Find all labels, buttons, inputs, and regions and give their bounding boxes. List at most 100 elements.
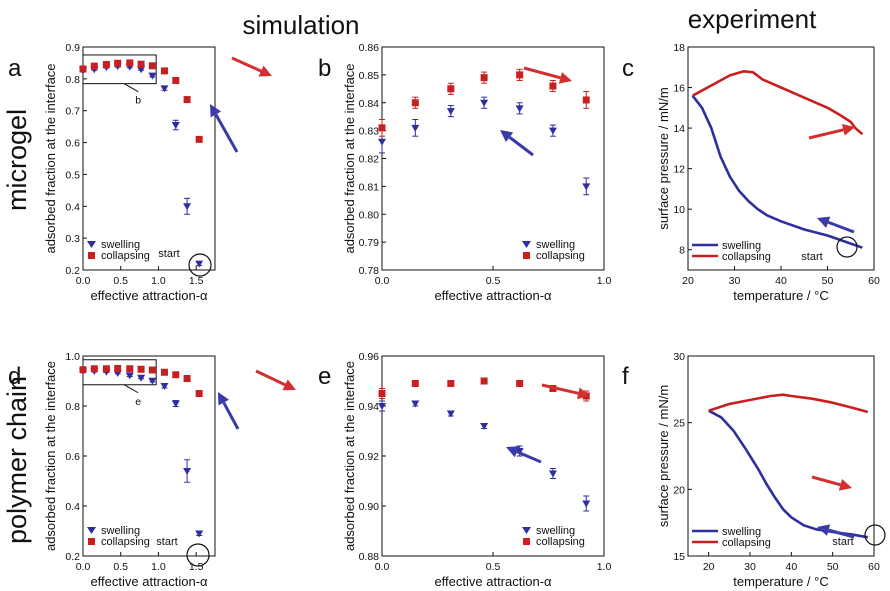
data-point-swelling bbox=[411, 400, 420, 408]
arrow-blue bbox=[222, 401, 240, 430]
x-axis-label: effective attraction-α bbox=[90, 288, 208, 303]
arrowhead-blue bbox=[506, 446, 520, 458]
arrow-red bbox=[811, 475, 841, 487]
x-tick-label: 0.0 bbox=[76, 561, 91, 573]
y-tick-label: 0.79 bbox=[359, 237, 380, 249]
y-tick-label: 15 bbox=[673, 551, 685, 563]
inset-pointer bbox=[123, 83, 139, 93]
legend-label-swelling: swelling bbox=[536, 525, 575, 537]
series-line-collapsing bbox=[691, 70, 864, 136]
y-tick-label: 0.7 bbox=[65, 106, 80, 118]
data-point-collapsing bbox=[148, 366, 156, 374]
panel-letter-e: e bbox=[318, 363, 331, 390]
data-point-collapsing bbox=[411, 99, 419, 107]
x-tick-label: 20 bbox=[682, 275, 694, 287]
x-tick-label: 40 bbox=[785, 561, 797, 573]
data-point-swelling bbox=[548, 127, 557, 135]
header-simulation: simulation bbox=[242, 10, 359, 40]
arrowhead-blue bbox=[817, 524, 831, 536]
start-circle bbox=[186, 543, 210, 567]
data-point-collapsing bbox=[378, 390, 386, 397]
arrow-red bbox=[523, 66, 561, 80]
start-label: start bbox=[156, 536, 177, 548]
x-tick-label: 1.0 bbox=[151, 275, 166, 287]
y-tick-label: 20 bbox=[673, 484, 685, 496]
y-tick-label: 8 bbox=[679, 245, 685, 257]
legend-swatch-swelling bbox=[87, 241, 96, 248]
panel-b: b 0.0 0.5 1.0 0.78 0.79 0.80 0.81 0.82 0.83 0.84 0.… bbox=[318, 42, 611, 303]
data-point-collapsing bbox=[79, 366, 87, 374]
legend-swatch-swelling bbox=[522, 241, 531, 248]
arrowhead-red bbox=[258, 65, 272, 77]
y-tick-label: 0.9 bbox=[65, 42, 80, 54]
data-point-swelling bbox=[411, 124, 420, 132]
x-tick-label: 60 bbox=[868, 275, 880, 287]
y-tick-label: 0.82 bbox=[359, 154, 380, 166]
legend-label-swelling: swelling bbox=[722, 526, 761, 538]
data-point-swelling bbox=[183, 203, 192, 211]
arrowhead-blue bbox=[500, 130, 514, 143]
data-point-collapsing bbox=[378, 124, 386, 132]
data-point-collapsing bbox=[126, 59, 134, 67]
data-point-swelling bbox=[171, 400, 180, 408]
data-point-collapsing bbox=[137, 365, 145, 373]
data-point-swelling bbox=[171, 122, 180, 130]
x-axis-label: temperature / °C bbox=[733, 288, 829, 303]
data-point-swelling bbox=[378, 403, 386, 410]
x-tick-label: 60 bbox=[868, 561, 880, 573]
data-point-collapsing bbox=[172, 76, 180, 84]
header-experiment: experiment bbox=[688, 4, 817, 34]
y-tick-label: 0.80 bbox=[359, 209, 380, 221]
legend-swatch-collapsing bbox=[523, 538, 530, 545]
legend-label-collapsing: collapsing bbox=[722, 537, 771, 549]
arrowhead-red bbox=[838, 479, 852, 491]
x-tick-label: 50 bbox=[827, 561, 839, 573]
data-point-collapsing bbox=[447, 85, 455, 93]
legend-label-collapsing: collapsing bbox=[101, 536, 150, 548]
y-tick-label: 0.86 bbox=[359, 42, 380, 54]
data-point-collapsing bbox=[183, 96, 191, 104]
start-label: start bbox=[832, 536, 853, 548]
data-point-swelling bbox=[183, 468, 192, 475]
y-tick-label: 18 bbox=[673, 42, 685, 54]
x-tick-label: 0.0 bbox=[375, 561, 390, 573]
x-tick-label: 20 bbox=[703, 561, 715, 573]
x-tick-label: 0.0 bbox=[76, 275, 91, 287]
x-tick-label: 0.5 bbox=[113, 275, 128, 287]
arrowhead-blue bbox=[210, 104, 222, 118]
panel-a: a 0.0 0.5 1.0 1.5 0.2 0.3 0.4 0.5 0.6 0.7 0.8 0.9 eff… bbox=[8, 42, 272, 303]
series-line-collapsing bbox=[708, 393, 869, 414]
arrow-blue bbox=[827, 220, 855, 234]
inset-pointer bbox=[123, 384, 139, 394]
legend-label-collapsing: collapsing bbox=[536, 250, 585, 262]
data-point-collapsing bbox=[516, 380, 524, 387]
y-tick-label: 0.2 bbox=[65, 551, 80, 563]
arrowhead-red bbox=[558, 72, 572, 84]
panel-letter-d: d bbox=[8, 363, 21, 390]
arrowhead-blue bbox=[218, 392, 229, 406]
x-axis-label: temperature / °C bbox=[733, 574, 829, 589]
y-tick-label: 30 bbox=[673, 351, 685, 363]
row-label-microgel: microgel bbox=[2, 109, 32, 211]
start-label: start bbox=[158, 248, 179, 260]
data-point-swelling bbox=[195, 530, 204, 538]
legend-label-collapsing: collapsing bbox=[536, 536, 585, 548]
x-tick-label: 30 bbox=[729, 275, 741, 287]
y-tick-label: 0.4 bbox=[65, 501, 80, 513]
y-tick-label: 12 bbox=[673, 164, 685, 176]
data-point-collapsing bbox=[195, 135, 203, 143]
data-point-collapsing bbox=[549, 82, 557, 90]
arrowhead-red bbox=[576, 387, 590, 400]
data-point-collapsing bbox=[582, 96, 590, 104]
data-point-collapsing bbox=[102, 61, 110, 69]
data-point-swelling bbox=[480, 99, 489, 107]
data-point-swelling bbox=[160, 383, 169, 390]
y-tick-label: 0.85 bbox=[359, 70, 380, 82]
data-point-collapsing bbox=[137, 60, 145, 68]
data-point-collapsing bbox=[90, 365, 98, 373]
panel-c: c 20 30 40 50 60 8 10 12 14 16 18 temperature / °C su… bbox=[622, 42, 880, 303]
start-circle bbox=[836, 236, 858, 258]
x-tick-label: 1.0 bbox=[151, 561, 166, 573]
data-point-collapsing bbox=[79, 65, 87, 73]
